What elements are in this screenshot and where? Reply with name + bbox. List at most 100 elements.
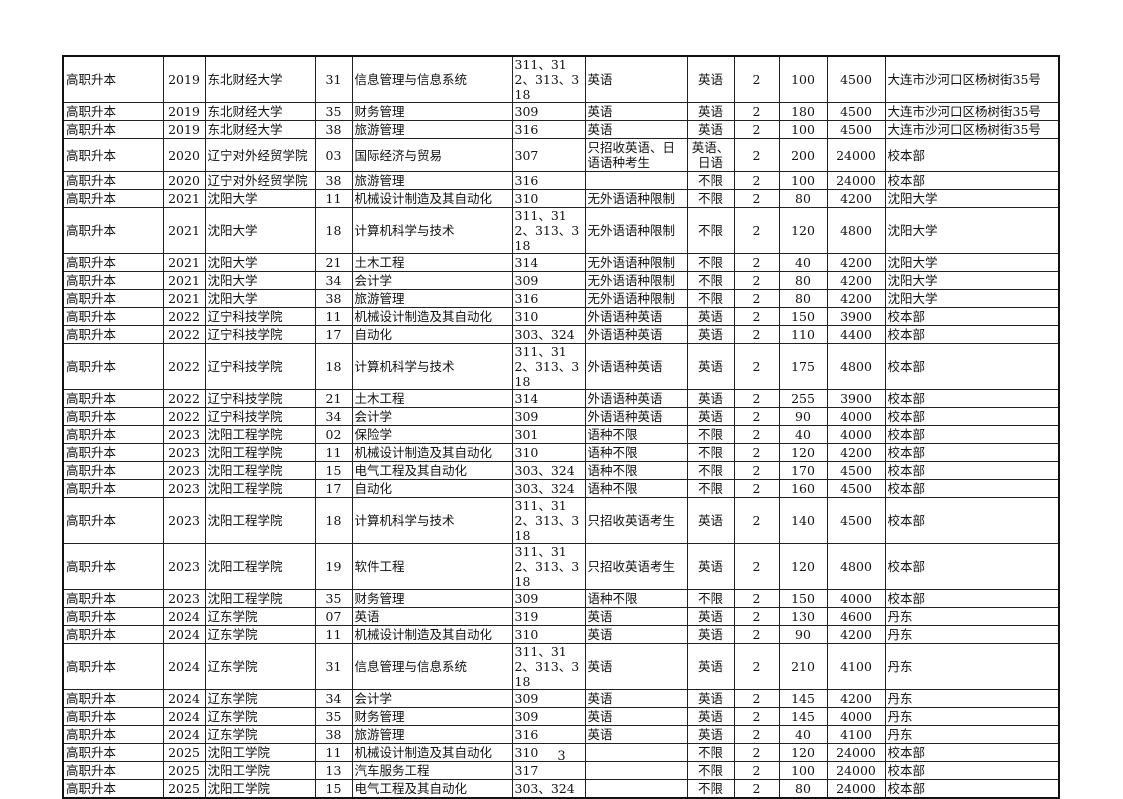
cell-major-name: 自动化 [351, 479, 513, 498]
cell-major-code: 15 [314, 779, 353, 799]
cell-language: 不限 [686, 271, 735, 290]
cell-school-name: 辽宁科技学院 [204, 343, 316, 390]
cell-category: 高职升本 [62, 779, 164, 799]
table-row: 高职升本 2019 东北财经大学 31 信息管理与信息系统 311、312、313、318… [62, 55, 1060, 103]
cell-duration: 2 [733, 625, 780, 644]
table-row: 高职升本 2024 辽东学院 34 会计学 309 英语 英语 2 145 4200 丹东 [62, 689, 1060, 708]
cell-school-code: 2019 [162, 120, 206, 139]
cell-enrollment: 120 [778, 207, 828, 254]
cell-category: 高职升本 [62, 102, 164, 121]
cell-school-code: 2025 [162, 761, 206, 780]
cell-language: 英语 [686, 707, 735, 726]
cell-major-code: 18 [314, 497, 353, 544]
table-row: 高职升本 2025 沈阳工学院 15 电气工程及其自动化 303、324 不限 2 80 2400… [62, 779, 1060, 799]
cell-exam-subjects: 311、312、313、318 [511, 55, 586, 103]
cell-major-code: 11 [314, 307, 353, 326]
cell-school-code: 2022 [162, 325, 206, 344]
cell-language-requirement [584, 171, 688, 190]
table-row: 高职升本 2022 辽宁科技学院 18 计算机科学与技术 311、312、313、318 外… [62, 343, 1060, 390]
cell-language: 英语 [686, 343, 735, 390]
cell-school-code: 2024 [162, 607, 206, 626]
cell-exam-subjects: 310 [511, 307, 586, 326]
cell-tuition: 4600 [826, 607, 886, 626]
cell-exam-subjects: 311、312、313、318 [511, 343, 586, 390]
table-row: 高职升本 2024 辽东学院 31 信息管理与信息系统 311、312、313、318 英语… [62, 643, 1060, 690]
cell-major-name: 电气工程及其自动化 [351, 779, 513, 799]
cell-language: 英语 [686, 625, 735, 644]
cell-school-name: 沈阳大学 [204, 271, 316, 290]
cell-enrollment: 255 [778, 389, 828, 408]
cell-enrollment: 90 [778, 407, 828, 426]
cell-school-name: 辽宁对外经贸学院 [204, 171, 316, 190]
cell-enrollment: 80 [778, 189, 828, 208]
cell-language: 不限 [686, 425, 735, 444]
cell-major-name: 计算机科学与技术 [351, 207, 513, 254]
cell-duration: 2 [733, 425, 780, 444]
cell-school-name: 沈阳工程学院 [204, 589, 316, 608]
cell-tuition: 4200 [826, 443, 886, 462]
cell-category: 高职升本 [62, 625, 164, 644]
cell-major-code: 11 [314, 443, 353, 462]
cell-location: 校本部 [884, 443, 1060, 462]
cell-location: 丹东 [884, 707, 1060, 726]
table-row: 高职升本 2025 沈阳工学院 13 汽车服务工程 317 不限 2 100 24000 校本部 [62, 761, 1060, 780]
table-row: 高职升本 2020 辽宁对外经贸学院 38 旅游管理 316 不限 2 100 24000 校本部 [62, 171, 1060, 190]
cell-enrollment: 170 [778, 461, 828, 480]
cell-exam-subjects: 309 [511, 407, 586, 426]
cell-tuition: 4000 [826, 425, 886, 444]
cell-duration: 2 [733, 189, 780, 208]
table-row: 高职升本 2023 沈阳工程学院 15 电气工程及其自动化 303、324 语种不限 不限 2 1… [62, 461, 1060, 480]
cell-language: 英语、日语 [686, 138, 735, 172]
cell-location: 沈阳大学 [884, 207, 1060, 254]
cell-school-name: 辽东学院 [204, 725, 316, 744]
cell-major-code: 35 [314, 102, 353, 121]
cell-school-name: 辽宁科技学院 [204, 325, 316, 344]
cell-location: 校本部 [884, 761, 1060, 780]
cell-school-name: 辽宁科技学院 [204, 389, 316, 408]
cell-language-requirement: 无外语语种限制 [584, 271, 688, 290]
cell-major-name: 财务管理 [351, 707, 513, 726]
cell-enrollment: 145 [778, 689, 828, 708]
table-row: 高职升本 2021 沈阳大学 34 会计学 309 无外语语种限制 不限 2 80 4200 沈阳大学 [62, 271, 1060, 290]
cell-enrollment: 180 [778, 102, 828, 121]
cell-location: 校本部 [884, 461, 1060, 480]
cell-duration: 2 [733, 55, 780, 103]
cell-location: 大连市沙河口区杨树街35号 [884, 102, 1060, 121]
cell-duration: 2 [733, 407, 780, 426]
cell-major-name: 机械设计制造及其自动化 [351, 307, 513, 326]
cell-language: 英语 [686, 543, 735, 590]
cell-tuition: 24000 [826, 171, 886, 190]
cell-location: 校本部 [884, 543, 1060, 590]
cell-exam-subjects: 309 [511, 271, 586, 290]
cell-exam-subjects: 311、312、313、318 [511, 643, 586, 690]
cell-enrollment: 150 [778, 589, 828, 608]
cell-duration: 2 [733, 207, 780, 254]
cell-location: 校本部 [884, 171, 1060, 190]
cell-school-code: 2019 [162, 55, 206, 103]
cell-duration: 2 [733, 271, 780, 290]
cell-language-requirement: 外语语种英语 [584, 389, 688, 408]
cell-language: 英语 [686, 643, 735, 690]
cell-location: 沈阳大学 [884, 271, 1060, 290]
cell-major-code: 31 [314, 643, 353, 690]
cell-major-code: 17 [314, 325, 353, 344]
cell-major-code: 19 [314, 543, 353, 590]
cell-language-requirement: 无外语语种限制 [584, 207, 688, 254]
cell-language: 英语 [686, 102, 735, 121]
cell-exam-subjects: 303、324 [511, 461, 586, 480]
cell-language-requirement: 英语 [584, 102, 688, 121]
cell-category: 高职升本 [62, 589, 164, 608]
cell-exam-subjects: 316 [511, 120, 586, 139]
table-row: 高职升本 2024 辽东学院 11 机械设计制造及其自动化 310 英语 英语 2 90 4200 丹… [62, 625, 1060, 644]
cell-major-code: 11 [314, 189, 353, 208]
cell-language: 不限 [686, 289, 735, 308]
cell-enrollment: 120 [778, 443, 828, 462]
cell-school-code: 2023 [162, 497, 206, 544]
cell-school-code: 2025 [162, 779, 206, 799]
cell-category: 高职升本 [62, 407, 164, 426]
cell-location: 丹东 [884, 689, 1060, 708]
cell-school-code: 2022 [162, 389, 206, 408]
cell-exam-subjects: 310 [511, 443, 586, 462]
cell-major-name: 旅游管理 [351, 120, 513, 139]
cell-language-requirement: 无外语语种限制 [584, 253, 688, 272]
